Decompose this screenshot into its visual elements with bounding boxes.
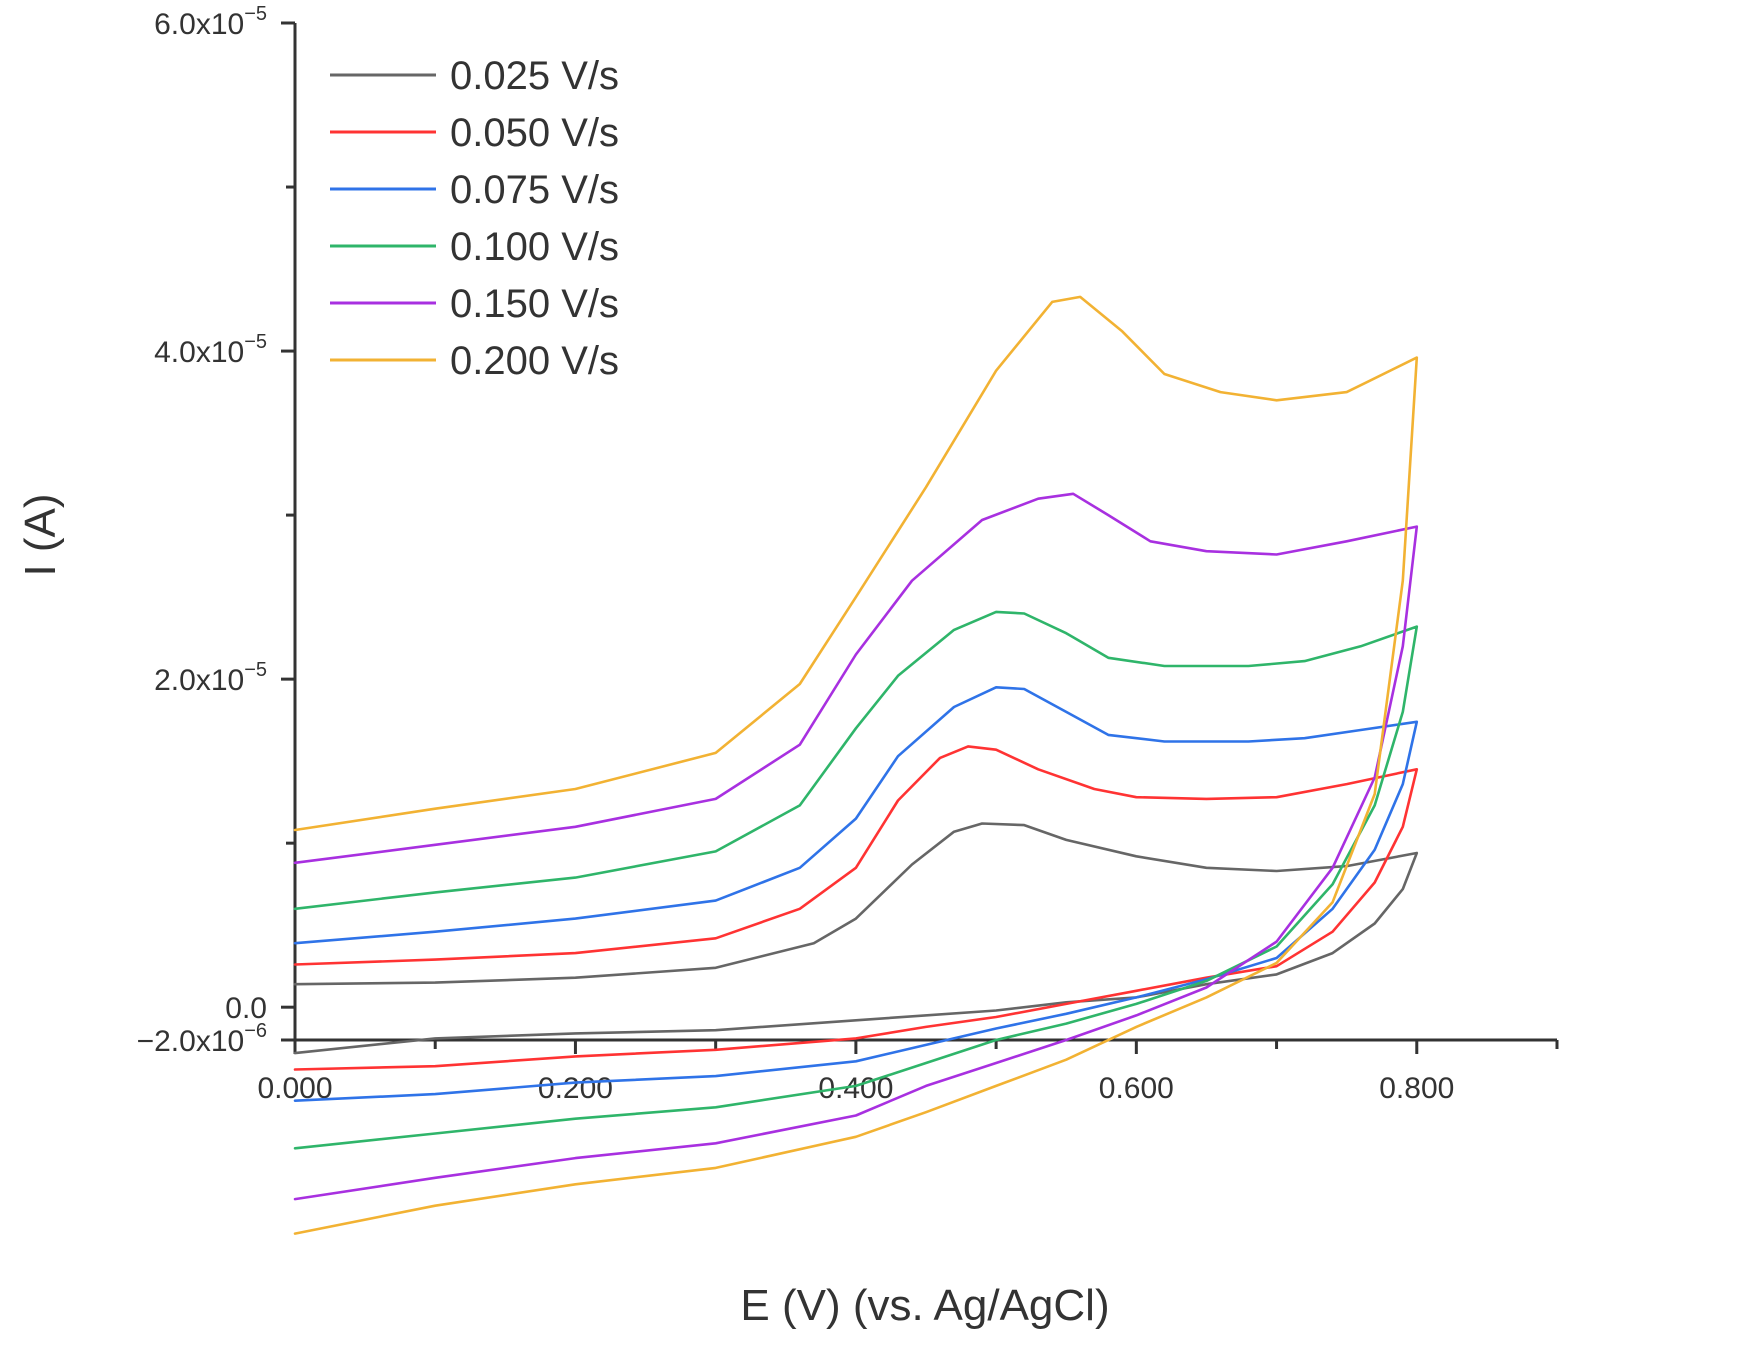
y-tick-label: 4.0x10−5 [154, 331, 267, 369]
legend-label: 0.025 V/s [450, 54, 619, 98]
series-line-5 [293, 492, 1419, 1201]
y-tick-exponent: −5 [244, 331, 267, 353]
y-tick-exponent: −5 [244, 659, 267, 681]
y-tick-label: 6.0x10−5 [154, 3, 267, 41]
y-tick-exponent: −6 [244, 1020, 267, 1042]
y-axis-title: I (A) [16, 493, 65, 576]
y-tick-base: 4.0x10 [154, 336, 244, 369]
x-tick-label: 0.800 [1379, 1072, 1454, 1105]
y-tick-base: −2.0x10 [137, 1025, 245, 1058]
x-ticks: 0.000 0.200 0.400 0.600 0.800 [257, 1040, 1559, 1105]
y-tick-base: 6.0x10 [154, 8, 244, 41]
legend-label: 0.075 V/s [450, 168, 619, 212]
series-group [293, 295, 1419, 1235]
legend-label: 0.150 V/s [450, 282, 619, 326]
x-tick-label: 0.200 [538, 1072, 613, 1105]
series-line-3 [293, 686, 1419, 1102]
series-line-1 [293, 822, 1419, 1055]
series-line-4 [293, 610, 1419, 1150]
y-tick-label: 2.0x10−5 [154, 659, 267, 697]
legend-label: 0.100 V/s [450, 225, 619, 269]
legend: 0.025 V/s 0.050 V/s 0.075 V/s 0.100 V/s 0.15… [330, 54, 619, 383]
x-tick-label: 0.600 [1099, 1072, 1174, 1105]
legend-label: 0.200 V/s [450, 339, 619, 383]
legend-label: 0.050 V/s [450, 111, 619, 155]
y-ticks: −2.0x10−60.02.0x10−54.0x10−56.0x10−5 [137, 3, 295, 1058]
y-tick-base: 0.0 [225, 992, 267, 1025]
series-line-2 [293, 745, 1419, 1071]
y-tick-base: 2.0x10 [154, 664, 244, 697]
axes [293, 23, 1557, 1042]
series-line-6 [293, 295, 1419, 1235]
y-tick-label: 0.0 [225, 992, 267, 1025]
x-axis-title: E (V) (vs. Ag/AgCl) [740, 1281, 1109, 1330]
y-tick-label: −2.0x10−6 [137, 1020, 267, 1058]
y-tick-exponent: −5 [244, 3, 267, 25]
